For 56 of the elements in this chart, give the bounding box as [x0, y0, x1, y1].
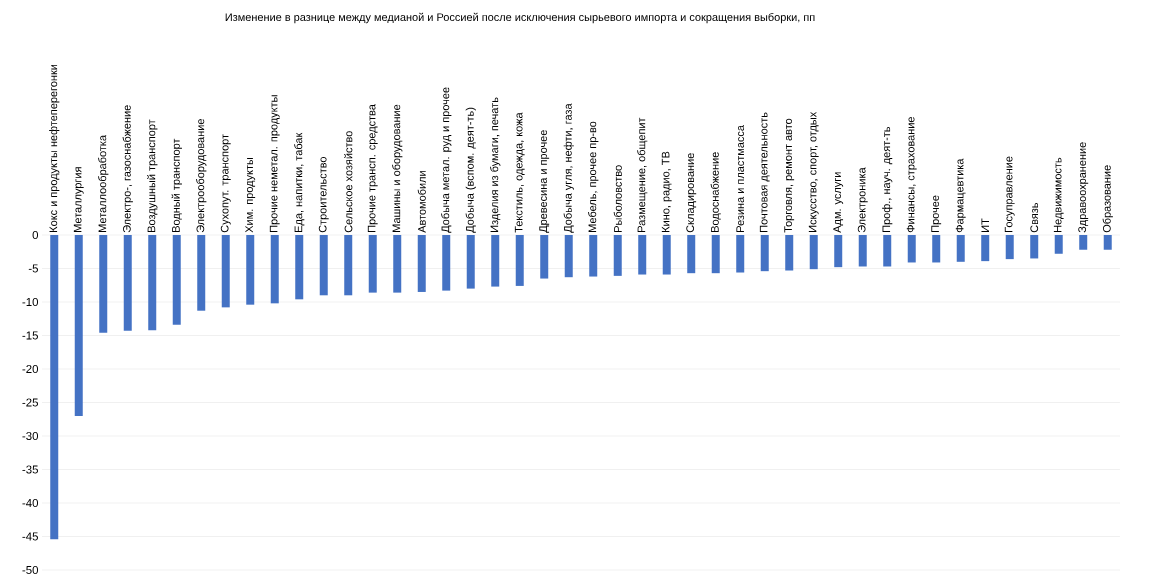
x-tick-label: Строительство: [318, 157, 329, 233]
y-tick-label: -20: [22, 364, 39, 374]
x-tick-label: Металлургия: [73, 167, 84, 232]
chart-title: Изменение в разнице между медианой и Россией после исключения сырьевого импорта и сокращения выборки, пп: [225, 12, 815, 24]
y-tick-label: -35: [22, 465, 38, 474]
x-tick-label: Изделия из бумаги, печать: [490, 97, 501, 232]
x-tick-label: Рыболовство: [613, 165, 622, 232]
x-tick-label: Добыча (вспом. деят-ть): [465, 107, 476, 233]
x-tick-label: Машины и оборудование: [392, 104, 403, 232]
x-tick-label: Здравоохранение: [1078, 142, 1089, 233]
x-tick-label: Почтовая деятельность: [759, 112, 770, 232]
x-tick-label: Электро-, газоснабжение: [122, 105, 133, 233]
x-tick-label: Водный транспорт: [171, 138, 182, 232]
x-tick-label: Хим. продукты: [245, 157, 256, 233]
y-tick-label: -40: [22, 498, 39, 508]
x-tick-label: Добыча угля, нефти, газа: [563, 103, 574, 233]
x-tick-label: Сельское хозяйство: [344, 131, 353, 233]
x-tick-label: Древесина и прочее: [539, 130, 550, 233]
x-tick-label: Добыча метал. руд и прочее: [441, 87, 452, 233]
x-tick-label: Воздушный транспорт: [147, 119, 158, 232]
x-tick-label: Финансы, страхование: [906, 116, 917, 233]
x-tick-label: Складирование: [686, 153, 697, 233]
x-tick-label: Резина и пластмасса: [736, 125, 745, 232]
x-tick-label: Искусство, спорт, отдых: [808, 111, 819, 232]
x-tick-label: Автомобили: [417, 171, 426, 233]
x-tick-label: Образование: [1102, 165, 1113, 233]
x-tick-label: Размещение, общепит: [637, 117, 648, 232]
x-tick-label: Металлообработка: [98, 134, 109, 232]
x-tick-label: Госуправление: [1004, 156, 1015, 232]
y-tick-label: -10: [22, 297, 39, 307]
x-tick-label: Кино, радио, ТВ: [661, 151, 672, 232]
x-tick-label: Проф., науч. деят-ть: [882, 126, 893, 232]
y-tick-label: -45: [22, 532, 38, 541]
x-tick-label: Водоснабжение: [710, 152, 721, 232]
x-tick-label: Адм. услуги: [833, 172, 844, 233]
x-tick-label: Связь: [1030, 202, 1039, 233]
x-tick-label: Прочие неметал. продукты: [269, 95, 280, 232]
x-tick-label: Электроника: [857, 167, 868, 233]
x-tick-label: Еда, напитки, табак: [294, 132, 305, 232]
y-tick-label: -15: [22, 331, 38, 340]
y-tick-label: -50: [22, 565, 39, 575]
x-tick-label: ИТ: [981, 218, 989, 232]
y-tick-label: -5: [28, 264, 38, 273]
x-tick-label: Прочее: [931, 195, 942, 232]
x-tick-label: Торговля, ремонт авто: [784, 118, 795, 233]
x-tick-label: Текстиль, одежда, кожа: [514, 112, 525, 233]
x-tick-label: Мебель, прочее пр-во: [588, 121, 599, 232]
x-tick-label: Кокс и продукты нефтеперегонки: [49, 64, 60, 232]
x-tick-label: Фармацевтика: [955, 158, 966, 233]
y-tick-label: -30: [22, 431, 39, 441]
x-tick-label: Сухопут. транспорт: [220, 134, 231, 233]
x-tick-label: Прочие трансп. средства: [367, 104, 378, 232]
y-tick-label: 0: [32, 230, 39, 240]
x-tick-label: Электрооборудование: [196, 119, 207, 233]
x-tick-label: Недвижимость: [1053, 157, 1064, 232]
y-tick-label: -25: [22, 398, 38, 407]
